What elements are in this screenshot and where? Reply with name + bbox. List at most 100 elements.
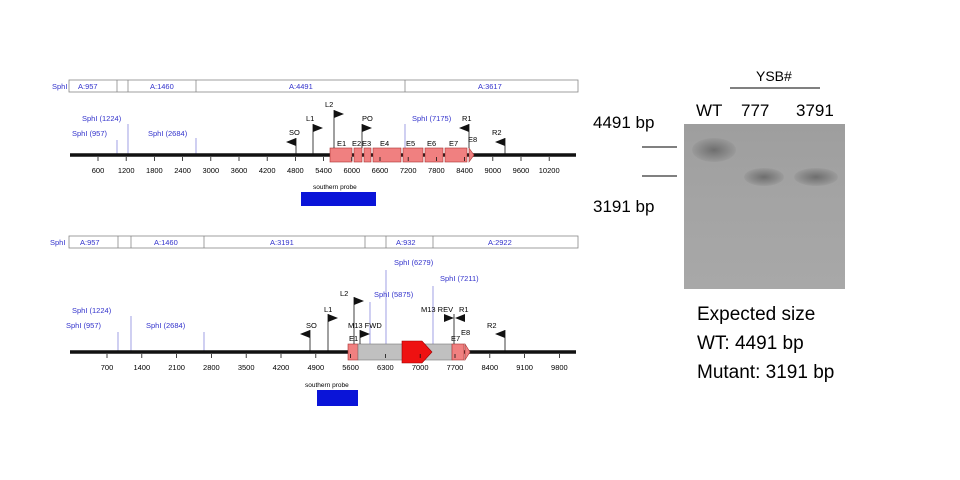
axis-tick-label: 6600 bbox=[372, 166, 389, 175]
primer-arrow bbox=[354, 297, 364, 305]
axis-tick-label: 4200 bbox=[259, 166, 276, 175]
wt-probe-label: southern probe bbox=[313, 184, 357, 191]
mut-site-label: SphI (5875) bbox=[374, 290, 414, 299]
mut-fragment-cell: A:3191 bbox=[270, 238, 294, 247]
primer-arrow bbox=[300, 330, 310, 338]
exon-label: E5 bbox=[406, 139, 415, 148]
mut-site-label: SphI (957) bbox=[66, 321, 102, 330]
exon-label: E7 bbox=[449, 139, 458, 148]
exon-label: E8 bbox=[468, 135, 477, 144]
exon-box bbox=[444, 147, 468, 163]
mut-site-label: SphI (6279) bbox=[394, 258, 434, 267]
expected-size-title: Expected size bbox=[697, 304, 816, 325]
exon-box bbox=[468, 147, 475, 163]
mut-axis-ticks: 700 1400 2100 2800 3500 4200 4900 5600 6300 7000 7… bbox=[101, 354, 568, 372]
mut-primers bbox=[300, 297, 505, 338]
axis-tick-label: 4200 bbox=[273, 363, 290, 372]
gel-image bbox=[684, 124, 845, 289]
primer-label: L2 bbox=[340, 289, 348, 298]
expected-size-mutant: Mutant: 3191 bp bbox=[697, 362, 835, 383]
mut-southern-probe bbox=[317, 390, 358, 406]
mut-site-label: SphI (1224) bbox=[72, 306, 112, 315]
axis-tick-label: 600 bbox=[92, 166, 105, 175]
axis-tick-label: 8400 bbox=[456, 166, 473, 175]
mut-probe-label: southern probe bbox=[305, 382, 349, 389]
primer-label: M13 REV bbox=[421, 305, 453, 314]
primer-arrow bbox=[495, 330, 505, 338]
primer-label: L1 bbox=[306, 114, 314, 123]
primer-arrow bbox=[495, 138, 505, 146]
axis-tick-label: 3500 bbox=[238, 363, 255, 372]
mut-fragment-table bbox=[68, 235, 579, 249]
wt-fragment-table bbox=[68, 79, 579, 93]
primer-arrow bbox=[334, 110, 344, 118]
lane-label-3791: 3791 bbox=[796, 101, 834, 120]
lane-label-wt: WT bbox=[696, 101, 723, 120]
axis-tick-label: 10200 bbox=[539, 166, 560, 175]
wt-fragment-enzyme: SphI bbox=[52, 82, 67, 91]
primer-arrow bbox=[286, 138, 296, 146]
axis-tick-label: 7200 bbox=[400, 166, 417, 175]
axis-tick-label: 4900 bbox=[307, 363, 324, 372]
wt-primers bbox=[286, 110, 505, 146]
reporter-arrow bbox=[401, 340, 433, 364]
marker-label-3191: 3191 bp bbox=[593, 197, 655, 216]
primer-label: PO bbox=[362, 114, 373, 123]
primer-arrow bbox=[455, 314, 465, 322]
exon-label: E8 bbox=[461, 328, 470, 337]
ysb-group-label: YSB# bbox=[756, 68, 792, 84]
axis-tick-label: 9000 bbox=[484, 166, 501, 175]
exon-label: E1 bbox=[337, 139, 346, 148]
lane-label-777: 777 bbox=[741, 101, 770, 120]
axis-tick-label: 1800 bbox=[146, 166, 163, 175]
primer-arrow bbox=[360, 330, 370, 338]
wt-site-label: SphI (7175) bbox=[412, 114, 452, 123]
gel-band-3791 bbox=[794, 168, 838, 186]
axis-tick-label: 2100 bbox=[168, 363, 185, 372]
wt-site-label: SphI (1224) bbox=[82, 114, 122, 123]
axis-tick-label: 8400 bbox=[481, 363, 498, 372]
expected-size-wt: WT: 4491 bp bbox=[697, 333, 804, 354]
mut-fragment-cell: A:932 bbox=[396, 238, 416, 247]
axis-tick-label: 2400 bbox=[174, 166, 191, 175]
primer-arrow bbox=[313, 124, 323, 132]
primer-label: R2 bbox=[487, 321, 497, 330]
exon-label: E6 bbox=[427, 139, 436, 148]
axis-tick-label: 7000 bbox=[412, 363, 429, 372]
mut-fragment-cell: A:2922 bbox=[488, 238, 512, 247]
mut-fragment-cell: A:957 bbox=[80, 238, 100, 247]
axis-tick-label: 1200 bbox=[118, 166, 135, 175]
primer-label: R1 bbox=[459, 305, 469, 314]
exon-box bbox=[464, 342, 471, 362]
primer-label: R2 bbox=[492, 128, 502, 137]
exon-box bbox=[329, 147, 353, 163]
primer-arrow bbox=[328, 314, 338, 322]
axis-tick-label: 6000 bbox=[343, 166, 360, 175]
primer-label: SO bbox=[306, 321, 317, 330]
wt-fragment-cell: A:1460 bbox=[150, 82, 174, 91]
wt-southern-probe bbox=[301, 192, 376, 206]
primer-label: SO bbox=[289, 128, 300, 137]
exon-box bbox=[372, 147, 402, 163]
axis-tick-label: 6300 bbox=[377, 363, 394, 372]
exon-box bbox=[363, 147, 372, 163]
primer-arrow bbox=[444, 314, 454, 322]
axis-tick-label: 4800 bbox=[287, 166, 304, 175]
mutant-map: SphI A:957 A:1460 A:3191 A:932 A:2922 Sp… bbox=[50, 235, 579, 406]
primer-label: L1 bbox=[324, 305, 332, 314]
axis-tick-label: 9800 bbox=[551, 363, 568, 372]
primer-label: M13 FWD bbox=[348, 321, 382, 330]
primer-arrow bbox=[459, 124, 469, 132]
axis-tick-label: 700 bbox=[101, 363, 114, 372]
exon-label: E7 bbox=[451, 334, 460, 343]
gel-band-777 bbox=[744, 168, 784, 186]
mut-fragment-cell: A:1460 bbox=[154, 238, 178, 247]
mut-site-label: SphI (2684) bbox=[146, 321, 186, 330]
axis-tick-label: 1400 bbox=[133, 363, 150, 372]
wt-fragment-cell: A:4491 bbox=[289, 82, 313, 91]
exon-box bbox=[424, 147, 444, 163]
axis-tick-label: 7800 bbox=[428, 166, 445, 175]
exon-label: E3 bbox=[362, 139, 371, 148]
axis-tick-label: 9600 bbox=[513, 166, 530, 175]
